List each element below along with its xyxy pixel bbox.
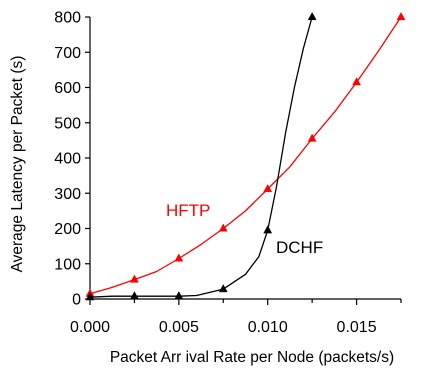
series-layer [85, 11, 406, 301]
data-point-dchf [130, 291, 139, 300]
y-tick-label: 800 [54, 10, 81, 27]
series-label-hftp: HFTP [166, 201, 210, 220]
data-point-hftp [352, 77, 361, 86]
x-tick-label: 0.015 [337, 319, 377, 336]
y-tick-label: 0 [72, 292, 81, 309]
data-point-dchf [85, 292, 95, 301]
y-tick-label: 500 [54, 115, 81, 132]
data-point-hftp [130, 274, 139, 283]
y-tick-label: 100 [54, 256, 81, 273]
y-tick-label: 600 [54, 80, 81, 97]
axes: 0 100 200 300 400 500 600 700 800 0.000 0.005 0.010… [54, 10, 402, 336]
data-point-dchf [218, 284, 228, 293]
y-tick-label: 400 [54, 151, 81, 168]
data-point-hftp [218, 223, 228, 232]
y-tick-label: 300 [54, 186, 81, 203]
data-point-dchf [174, 291, 184, 300]
series-line-hftp [89, 16, 402, 295]
series-line-dchf [89, 16, 313, 298]
y-tick-label: 700 [54, 45, 81, 62]
x-tick-label: 0.005 [159, 319, 199, 336]
x-tick-label: 0.000 [70, 319, 110, 336]
series-dchf [85, 11, 317, 301]
x-axis-title: Packet Arr ival Rate per Node (packets/s… [110, 349, 394, 366]
x-tick-label: 0.010 [248, 319, 288, 336]
series-label-dchf: DCHF [276, 238, 323, 257]
data-point-hftp [396, 11, 406, 21]
data-point-hftp [263, 183, 273, 193]
y-tick-label: 200 [54, 221, 81, 238]
y-axis-title: Average Latency per Packet (s) [9, 56, 26, 273]
data-point-hftp [174, 253, 184, 262]
data-point-hftp [307, 133, 317, 142]
data-point-dchf [263, 225, 273, 234]
data-point-dchf [307, 11, 317, 21]
